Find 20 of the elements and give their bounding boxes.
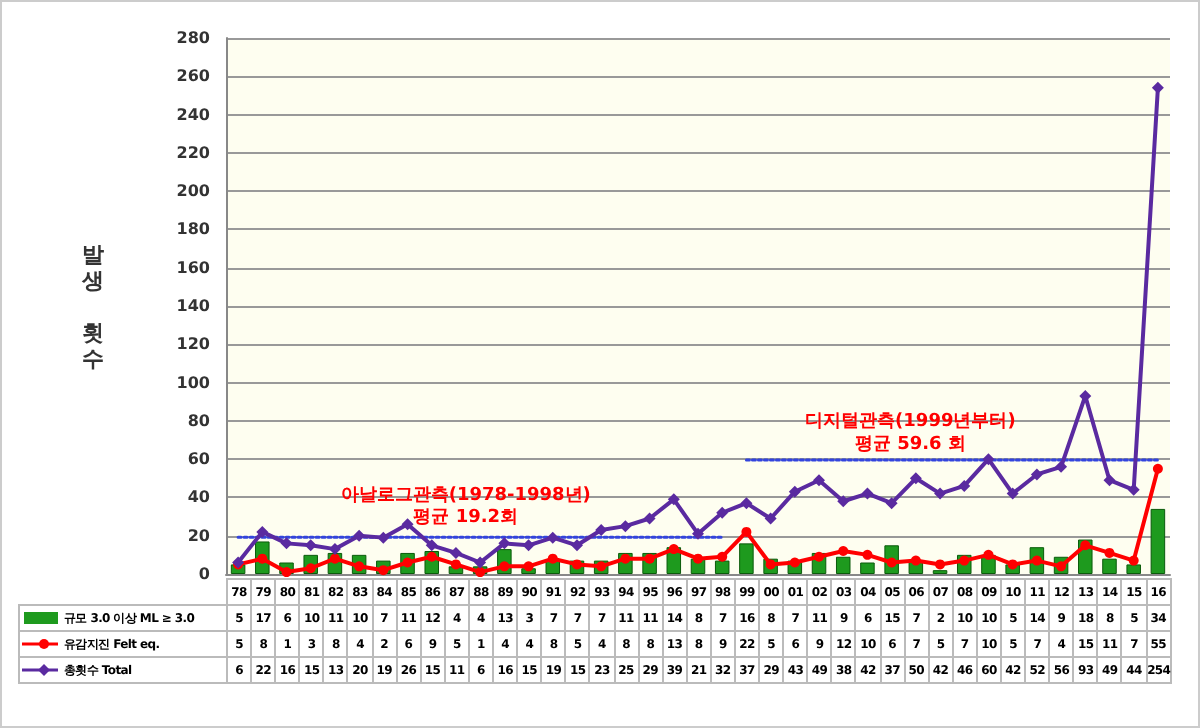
y-tick-label: 20 [187,526,211,545]
annotation: 아날로그관측(1978-1998년) [340,486,591,507]
annotation: 디지털관측(1999년부터) [805,411,1016,432]
y-tick-label: 140 [176,297,211,315]
annotation: 평균 19.2회 [413,507,519,528]
y-tick-label: 40 [187,488,211,507]
y-tick-label: 60 [187,450,211,469]
y-tick-label: 220 [176,143,211,162]
y-tick-label: 120 [176,335,211,354]
y-tick-label: 100 [176,373,211,392]
y-tick-label: 80 [187,411,211,430]
y-tick-label: 0 [198,565,211,583]
y-tick-label: 280 [176,29,211,47]
y-tick-label: 260 [176,67,211,86]
y-tick-label: 200 [176,182,211,201]
y-tick-label: 180 [176,220,211,239]
y-axis-title: 발생 횟수 [80,242,104,372]
y-tick-label: 240 [176,105,211,124]
y-tick-label: 160 [176,258,211,277]
annotation: 평균 59.6 회 [854,435,966,456]
